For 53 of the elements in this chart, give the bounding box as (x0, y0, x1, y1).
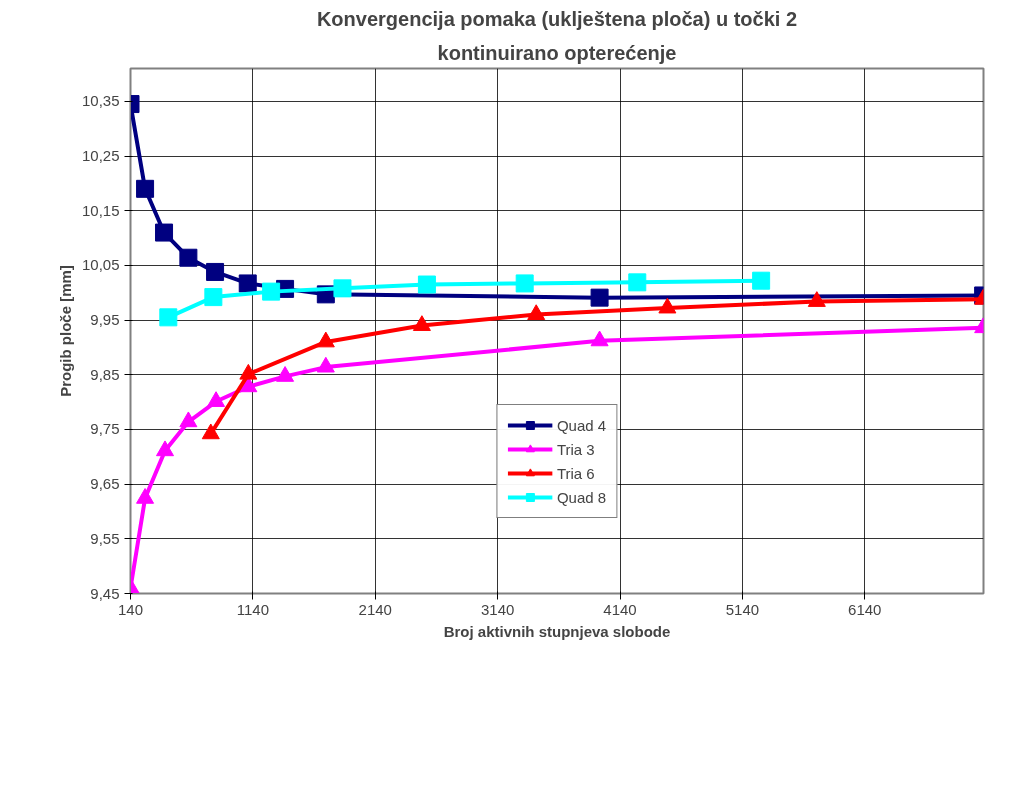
y-tick-label: 10,35 (81, 92, 120, 110)
x-tick-label: 4140 (603, 600, 637, 618)
y-axis-title: Progib ploče [mm] (56, 265, 74, 397)
x-tick-label: 1140 (236, 600, 270, 618)
y-tick-label: 9,95 (90, 311, 120, 329)
chart-title: Konvergencija pomaka (uklještena ploča) u točki 2 (316, 7, 798, 30)
point (136, 179, 155, 198)
legend-label: Tria 6 (556, 464, 595, 482)
point (590, 288, 609, 307)
y-tick-label: 10,25 (81, 147, 120, 164)
y-tick-label: 9,45 (90, 584, 120, 602)
y-tick-label: 10,05 (81, 256, 120, 274)
point (527, 304, 546, 320)
x-tick-label: 5140 (725, 600, 760, 618)
x-tick-label: 6140 (848, 600, 882, 618)
point (316, 356, 335, 373)
legend-label: Tria 3 (556, 440, 595, 458)
legend-label: Quad 8 (556, 488, 607, 506)
point (807, 291, 826, 307)
point (207, 391, 226, 407)
point (262, 282, 281, 301)
point (276, 366, 295, 382)
point (206, 262, 225, 281)
point (179, 411, 198, 428)
point (136, 488, 155, 504)
x-tick-label: 140 (117, 600, 144, 618)
y-tick-label: 9,65 (90, 475, 120, 493)
point (156, 440, 175, 457)
point (179, 248, 198, 267)
point (590, 330, 609, 347)
point (316, 331, 335, 348)
point (412, 315, 431, 331)
x-tick-label: 2140 (358, 600, 392, 618)
point (417, 275, 436, 294)
point (238, 274, 257, 293)
x-axis-title: Broj aktivnih stupnjeva slobode (443, 622, 671, 640)
point (752, 271, 771, 290)
point (658, 297, 677, 314)
y-tick-label: 10,15 (81, 201, 120, 219)
y-tick-label: 9,55 (90, 529, 120, 547)
x-tick-label: 3140 (480, 600, 515, 618)
y-tick-label: 9,75 (90, 420, 120, 438)
y-tick-label: 9,85 (90, 365, 120, 383)
point (239, 363, 258, 380)
chart-subtitle: kontinuirano opterećenje (437, 41, 677, 64)
point (155, 223, 174, 242)
point (515, 274, 534, 293)
point (201, 423, 220, 440)
legend-label: Quad 4 (556, 416, 607, 434)
point (159, 308, 178, 327)
point (204, 288, 223, 307)
point (333, 279, 352, 298)
point (628, 273, 647, 292)
